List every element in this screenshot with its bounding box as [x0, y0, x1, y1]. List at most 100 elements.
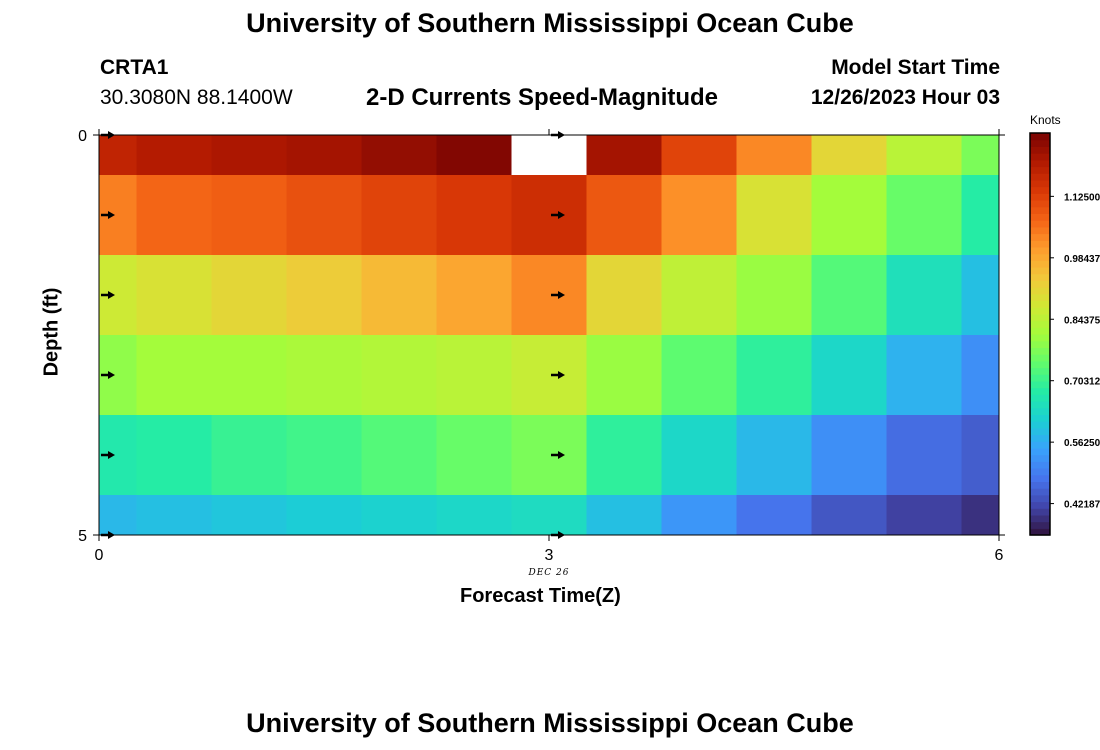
y-tick-label: 0 — [78, 128, 87, 145]
colorbar-tick-label: 0.84375 — [1064, 315, 1100, 326]
heatmap-cell — [361, 175, 437, 256]
colorbar-segment — [1030, 454, 1050, 462]
heatmap-cell — [661, 175, 737, 256]
heatmap-cell — [736, 495, 812, 536]
heatmap-cell — [136, 335, 212, 416]
colorbar-segment — [1030, 468, 1050, 476]
heatmap-cell — [961, 335, 1000, 416]
heatmap-cell — [99, 135, 137, 176]
colorbar-segment — [1030, 293, 1050, 302]
heatmap-cell — [586, 255, 662, 336]
x-tick-label: 0 — [95, 547, 104, 564]
colorbar-segment — [1030, 387, 1050, 395]
heatmap-cell — [961, 255, 1000, 336]
current-arrow-head — [558, 451, 565, 459]
colorbar-tick-label: 0.98437 — [1064, 254, 1100, 265]
heatmap-cell — [811, 255, 887, 336]
footer-title: University of Southern Mississippi Ocean… — [246, 708, 854, 738]
colorbar-segment — [1030, 434, 1050, 442]
colorbar-segment — [1030, 447, 1050, 456]
current-arrow-head — [108, 451, 115, 459]
heatmap-cell — [736, 255, 812, 336]
colorbar-segment — [1030, 407, 1050, 415]
heatmap-cell — [286, 495, 362, 536]
x-axis-label: Forecast Time(Z) — [460, 585, 621, 607]
heatmap-cell — [136, 255, 212, 336]
colorbar-segment — [1030, 146, 1050, 154]
heatmap-cell — [811, 135, 887, 176]
y-tick-label: 5 — [78, 528, 87, 545]
heatmap-cell — [511, 335, 587, 416]
date-label: DEC 26 — [528, 568, 570, 578]
colorbar-segment — [1030, 501, 1050, 509]
colorbar-tick-label: 0.56250 — [1064, 438, 1100, 449]
colorbar-segment — [1030, 200, 1050, 208]
heatmap-cell — [361, 255, 437, 336]
colorbar-segment — [1030, 514, 1050, 523]
heatmap-cell — [136, 135, 212, 176]
heatmap-cell — [811, 335, 887, 416]
colorbar-segment — [1030, 280, 1050, 288]
colorbar-segment — [1030, 360, 1050, 369]
heatmap-cell — [211, 415, 287, 496]
colorbar-tick-label: 1.12500 — [1064, 192, 1100, 203]
colorbar-segment — [1030, 354, 1050, 362]
heatmap-cell — [211, 495, 287, 536]
colorbar-segment — [1030, 427, 1050, 436]
colorbar-segment — [1030, 159, 1050, 168]
heatmap-cell — [886, 335, 962, 416]
colorbar-segment — [1030, 327, 1050, 335]
colorbar-segment — [1030, 334, 1050, 342]
station-coords: 30.3080N 88.1400W — [100, 86, 293, 109]
main-title: University of Southern Mississippi Ocean… — [246, 8, 854, 38]
colorbar-segment — [1030, 233, 1050, 241]
heatmap-cell — [286, 175, 362, 256]
heatmap-cell — [436, 175, 512, 256]
heatmap-cell — [361, 135, 437, 176]
heatmap-cell — [436, 335, 512, 416]
colorbar-segment — [1030, 267, 1050, 275]
model-start-time: 12/26/2023 Hour 03 — [810, 86, 1000, 109]
heatmap-cell — [736, 415, 812, 496]
heatmap-cell — [286, 135, 362, 176]
heatmap-cell — [211, 175, 287, 256]
colorbar-segment — [1030, 179, 1050, 188]
heatmap-cell — [661, 335, 737, 416]
colorbar-segment — [1030, 139, 1050, 147]
colorbar-segment — [1030, 213, 1050, 221]
colorbar-segment — [1030, 421, 1050, 429]
heatmap-cell — [736, 135, 812, 176]
heatmap-cell — [586, 495, 662, 536]
colorbar-segment — [1030, 206, 1050, 214]
heatmap-cell — [286, 255, 362, 336]
heatmap-cell — [961, 495, 1000, 536]
colorbar-segment — [1030, 220, 1050, 228]
colorbar-segment — [1030, 226, 1050, 235]
current-arrow-head — [108, 371, 115, 379]
heatmap-cell — [286, 335, 362, 416]
heatmap-cell — [661, 495, 737, 536]
current-arrow-head — [558, 531, 565, 539]
heatmap-cell — [99, 495, 137, 536]
colorbar-segment — [1030, 240, 1050, 248]
colorbar-segment — [1030, 401, 1050, 409]
heatmap-cell — [961, 135, 1000, 176]
colorbar-segment — [1030, 340, 1050, 348]
colorbar-segment — [1030, 441, 1050, 449]
colorbar-segment — [1030, 414, 1050, 422]
colorbar-segment — [1030, 287, 1050, 295]
colorbar-segment — [1030, 153, 1050, 161]
station-id: CRTA1 — [100, 56, 169, 79]
colorbar-tick-label: 0.42187 — [1064, 500, 1100, 511]
colorbar-segment — [1030, 260, 1050, 268]
heatmap-cell — [436, 135, 512, 176]
heatmap-cell — [811, 415, 887, 496]
heatmap-cell — [661, 135, 737, 176]
heatmap-cell — [511, 255, 587, 336]
heatmap-cell — [436, 255, 512, 336]
colorbar-segment — [1030, 380, 1050, 389]
heatmap-cell — [286, 415, 362, 496]
colorbar-segment — [1030, 173, 1050, 181]
heatmap-cell — [886, 175, 962, 256]
